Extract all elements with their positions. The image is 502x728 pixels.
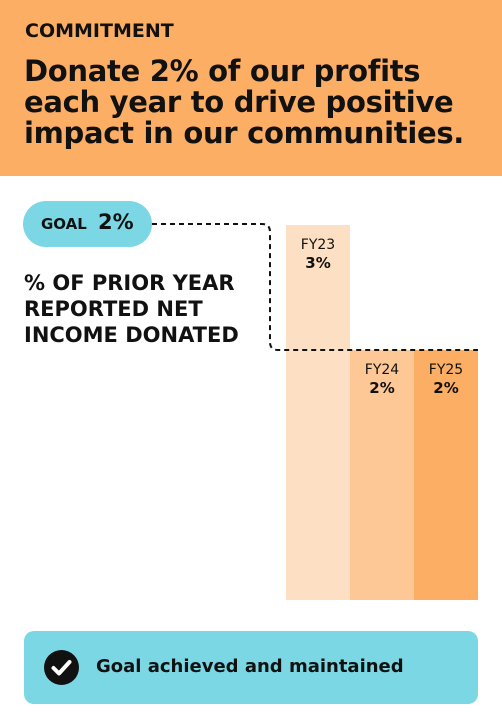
category-label: FY25 (429, 362, 463, 378)
status-text: Goal achieved and maintained (96, 656, 404, 677)
bar-fy23 (286, 225, 350, 600)
status-banner: Goal achieved and maintained (24, 631, 478, 704)
category-label: FY24 (365, 362, 400, 378)
category-label: FY23 (301, 237, 335, 253)
value-label: 2% (433, 379, 458, 397)
metric-label: % OF PRIOR YEAR REPORTED NET INCOME DONA… (24, 271, 239, 347)
page-headline: Donate 2% of our profits each year to dr… (24, 54, 465, 150)
goal-label: GOAL (41, 215, 87, 233)
check-circle-icon (44, 650, 79, 685)
section-kicker: COMMITMENT (25, 20, 174, 42)
goal-pill: GOAL 2% (23, 201, 152, 247)
goal-line (152, 223, 478, 351)
header-banner: COMMITMENT Donate 2% of our profits each… (0, 0, 502, 176)
value-label: 3% (305, 254, 330, 272)
value-label: 2% (369, 379, 394, 397)
bar-fy24 (350, 350, 414, 600)
bar-fy25 (414, 350, 478, 600)
goal-value: 2% (98, 210, 134, 234)
